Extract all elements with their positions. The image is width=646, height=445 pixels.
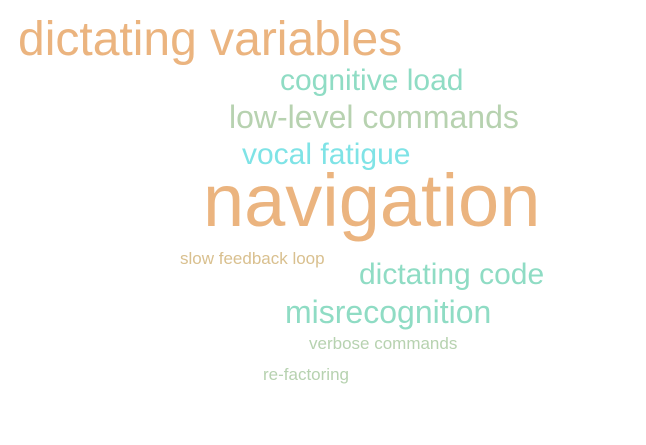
word-dictating-code: dictating code <box>359 258 545 291</box>
word-re-factoring: re-factoring <box>263 365 349 384</box>
word-slow-feedback-loop: slow feedback loop <box>180 249 325 268</box>
word-dictating-variables: dictating variables <box>18 13 403 66</box>
word-navigation: navigation <box>203 159 541 242</box>
word-cognitive-load: cognitive load <box>280 64 464 97</box>
word-vocal-fatigue: vocal fatigue <box>242 138 411 171</box>
word-low-level-commands: low-level commands <box>229 99 519 135</box>
word-verbose-commands: verbose commands <box>309 334 458 353</box>
word-misrecognition: misrecognition <box>285 294 492 330</box>
